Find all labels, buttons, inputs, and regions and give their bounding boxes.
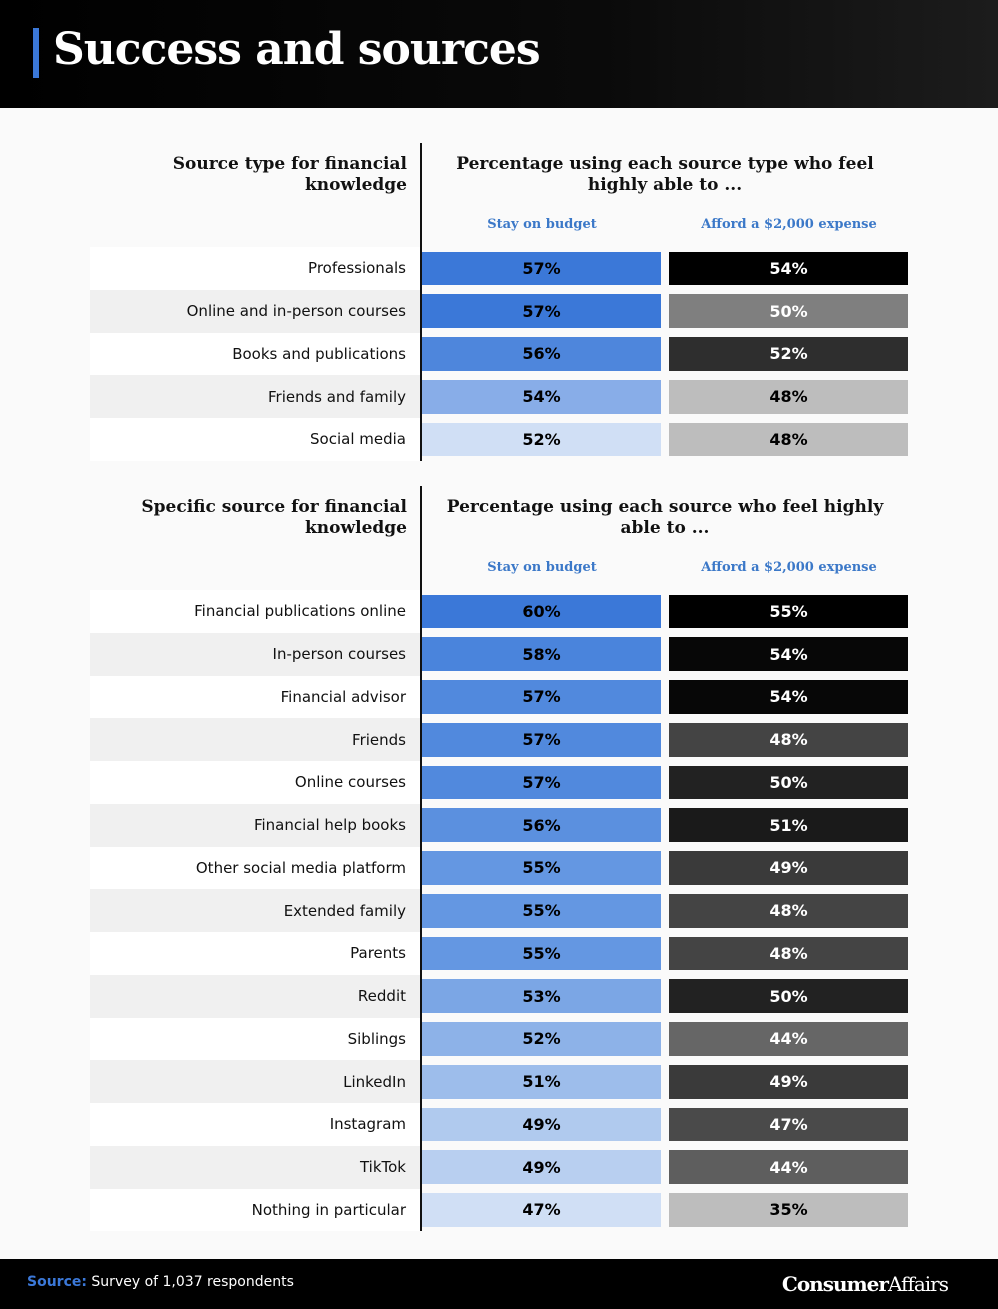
row-label: Siblings: [90, 1017, 420, 1061]
row-label: In-person courses: [90, 632, 420, 676]
value-cell: 55%: [422, 893, 661, 928]
value-cell: 51%: [669, 808, 908, 842]
row-label: Friends: [90, 718, 420, 761]
column-header: Afford a $2,000 expense: [701, 560, 877, 575]
value-header: Percentage using each source who feel hi…: [446, 497, 884, 538]
value-cell: 57%: [422, 765, 661, 800]
source-label: Source:: [27, 1274, 87, 1290]
value-cell: 55%: [422, 936, 661, 971]
value-cell: 58%: [422, 637, 661, 671]
source: Source: Survey of 1,037 respondents: [27, 1274, 294, 1290]
column-header: Afford a $2,000 expense: [701, 217, 877, 232]
title: Success and sources: [53, 24, 541, 75]
value-cell: 48%: [669, 936, 908, 971]
value-cell: 44%: [669, 1150, 908, 1184]
value-cell: 49%: [669, 851, 908, 885]
value-cell: 35%: [669, 1193, 908, 1227]
footer-band: [0, 1259, 998, 1309]
divider: [420, 486, 422, 1232]
row-label: Parents: [90, 932, 420, 975]
value-cell: 50%: [669, 765, 908, 800]
value-cell: 48%: [669, 379, 908, 414]
row-label: Instagram: [90, 1103, 420, 1146]
value-header: Percentage using each source type who fe…: [456, 154, 874, 195]
value-cell: 55%: [422, 851, 661, 885]
value-cell: 52%: [422, 1022, 661, 1056]
logo-regular: Affairs: [887, 1272, 949, 1296]
value-cell: 49%: [669, 1064, 908, 1099]
value-cell: 56%: [422, 808, 661, 842]
row-label: Professionals: [90, 247, 420, 290]
column-header: Stay on budget: [487, 217, 597, 232]
value-cell: 56%: [422, 337, 661, 371]
row-label: TikTok: [90, 1145, 420, 1189]
divider: [420, 143, 422, 461]
column-header: Stay on budget: [487, 560, 597, 575]
logo-bold: Consumer: [781, 1272, 889, 1296]
row-label: LinkedIn: [90, 1060, 420, 1103]
row-label: Other social media platform: [90, 846, 420, 890]
value-cell: 49%: [422, 1107, 661, 1142]
value-cell: 50%: [669, 979, 908, 1013]
value-cell: 57%: [422, 294, 661, 328]
value-cell: 50%: [669, 294, 908, 328]
row-label: Reddit: [90, 974, 420, 1018]
row-label: Extended family: [90, 889, 420, 932]
value-cell: 48%: [669, 722, 908, 757]
value-cell: 44%: [669, 1022, 908, 1056]
value-cell: 48%: [669, 422, 908, 457]
value-cell: 54%: [422, 379, 661, 414]
value-cell: 47%: [422, 1193, 661, 1227]
value-cell: 54%: [669, 680, 908, 714]
value-cell: 48%: [669, 893, 908, 928]
logo: ConsumerAffairs: [781, 1272, 949, 1296]
label-header: Source type for financial knowledge: [172, 154, 407, 195]
value-cell: 57%: [422, 251, 661, 286]
value-cell: 54%: [669, 637, 908, 671]
value-cell: 52%: [669, 337, 908, 371]
value-cell: 49%: [422, 1150, 661, 1184]
row-label: Financial advisor: [90, 675, 420, 719]
value-cell: 55%: [669, 594, 908, 629]
row-label: Books and publications: [90, 332, 420, 376]
value-cell: 51%: [422, 1064, 661, 1099]
source-text: Survey of 1,037 respondents: [91, 1274, 294, 1290]
row-label: Financial help books: [90, 803, 420, 847]
value-cell: 57%: [422, 722, 661, 757]
value-cell: 47%: [669, 1107, 908, 1142]
value-cell: 53%: [422, 979, 661, 1013]
row-label: Online and in-person courses: [90, 289, 420, 333]
row-label: Nothing in particular: [90, 1188, 420, 1232]
row-label: Social media: [90, 418, 420, 461]
row-label: Online courses: [90, 761, 420, 804]
value-cell: 57%: [422, 680, 661, 714]
value-cell: 54%: [669, 251, 908, 286]
label-header: Specific source for financial knowledge: [141, 497, 407, 538]
value-cell: 60%: [422, 594, 661, 629]
title-accent: [33, 28, 39, 78]
row-label: Friends and family: [90, 375, 420, 418]
header-band: [0, 0, 998, 108]
value-cell: 52%: [422, 422, 661, 457]
row-label: Financial publications online: [90, 590, 420, 633]
